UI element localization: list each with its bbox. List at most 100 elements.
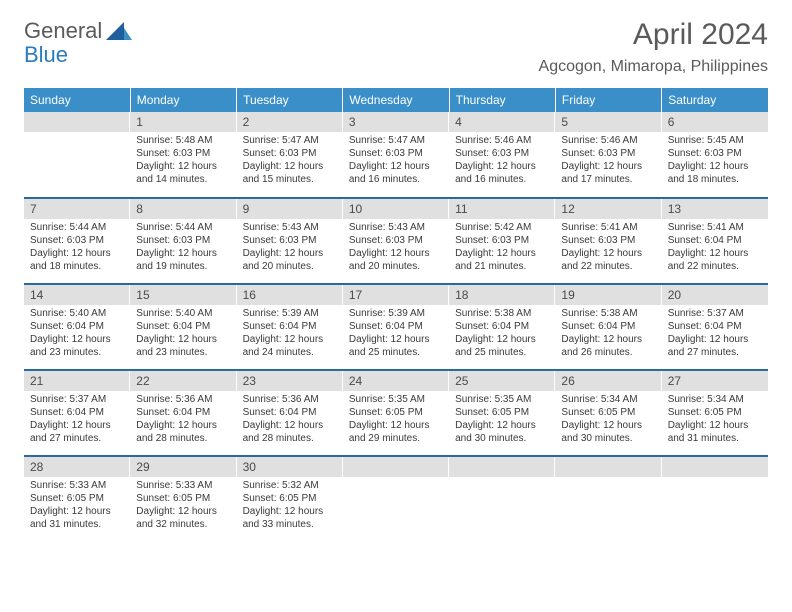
day-number: 3 bbox=[343, 112, 449, 132]
calendar-week-row: 28Sunrise: 5:33 AMSunset: 6:05 PMDayligh… bbox=[24, 456, 768, 542]
day-number: 26 bbox=[555, 371, 661, 391]
calendar-day-cell: 2Sunrise: 5:47 AMSunset: 6:03 PMDaylight… bbox=[237, 112, 343, 198]
month-title: April 2024 bbox=[539, 18, 768, 52]
day-number: 6 bbox=[662, 112, 768, 132]
day-number: 18 bbox=[449, 285, 555, 305]
weekday-header: Monday bbox=[130, 88, 236, 112]
day-details: Sunrise: 5:42 AMSunset: 6:03 PMDaylight:… bbox=[449, 219, 555, 277]
calendar-week-row: 1Sunrise: 5:48 AMSunset: 6:03 PMDaylight… bbox=[24, 112, 768, 198]
calendar-week-row: 21Sunrise: 5:37 AMSunset: 6:04 PMDayligh… bbox=[24, 370, 768, 456]
logo-text-2: Blue bbox=[24, 42, 68, 68]
day-number: 21 bbox=[24, 371, 130, 391]
weekday-header: Thursday bbox=[449, 88, 555, 112]
day-number bbox=[343, 457, 449, 477]
calendar-day-cell: 4Sunrise: 5:46 AMSunset: 6:03 PMDaylight… bbox=[449, 112, 555, 198]
day-number: 14 bbox=[24, 285, 130, 305]
title-block: April 2024 Agcogon, Mimaropa, Philippine… bbox=[539, 18, 768, 76]
day-number: 5 bbox=[555, 112, 661, 132]
logo-text-1: General bbox=[24, 18, 102, 44]
calendar-table: SundayMondayTuesdayWednesdayThursdayFrid… bbox=[24, 88, 768, 542]
day-number: 25 bbox=[449, 371, 555, 391]
calendar-day-cell bbox=[24, 112, 130, 198]
calendar-day-cell: 14Sunrise: 5:40 AMSunset: 6:04 PMDayligh… bbox=[24, 284, 130, 370]
logo: General bbox=[24, 18, 132, 44]
day-number: 4 bbox=[449, 112, 555, 132]
day-details: Sunrise: 5:48 AMSunset: 6:03 PMDaylight:… bbox=[130, 132, 236, 190]
calendar-day-cell: 18Sunrise: 5:38 AMSunset: 6:04 PMDayligh… bbox=[449, 284, 555, 370]
location: Agcogon, Mimaropa, Philippines bbox=[539, 58, 768, 76]
calendar-day-cell: 23Sunrise: 5:36 AMSunset: 6:04 PMDayligh… bbox=[237, 370, 343, 456]
day-details: Sunrise: 5:36 AMSunset: 6:04 PMDaylight:… bbox=[130, 391, 236, 449]
day-number: 11 bbox=[449, 199, 555, 219]
calendar-day-cell: 21Sunrise: 5:37 AMSunset: 6:04 PMDayligh… bbox=[24, 370, 130, 456]
calendar-day-cell: 7Sunrise: 5:44 AMSunset: 6:03 PMDaylight… bbox=[24, 198, 130, 284]
day-details: Sunrise: 5:47 AMSunset: 6:03 PMDaylight:… bbox=[343, 132, 449, 190]
weekday-header: Sunday bbox=[24, 88, 130, 112]
day-details: Sunrise: 5:46 AMSunset: 6:03 PMDaylight:… bbox=[555, 132, 661, 190]
day-details: Sunrise: 5:43 AMSunset: 6:03 PMDaylight:… bbox=[237, 219, 343, 277]
calendar-day-cell: 12Sunrise: 5:41 AMSunset: 6:03 PMDayligh… bbox=[555, 198, 661, 284]
day-details: Sunrise: 5:46 AMSunset: 6:03 PMDaylight:… bbox=[449, 132, 555, 190]
calendar-week-row: 7Sunrise: 5:44 AMSunset: 6:03 PMDaylight… bbox=[24, 198, 768, 284]
day-number: 20 bbox=[662, 285, 768, 305]
day-number: 24 bbox=[343, 371, 449, 391]
calendar-day-cell: 5Sunrise: 5:46 AMSunset: 6:03 PMDaylight… bbox=[555, 112, 661, 198]
calendar-day-cell: 26Sunrise: 5:34 AMSunset: 6:05 PMDayligh… bbox=[555, 370, 661, 456]
day-details: Sunrise: 5:43 AMSunset: 6:03 PMDaylight:… bbox=[343, 219, 449, 277]
day-number: 19 bbox=[555, 285, 661, 305]
day-details: Sunrise: 5:40 AMSunset: 6:04 PMDaylight:… bbox=[24, 305, 130, 363]
day-details: Sunrise: 5:34 AMSunset: 6:05 PMDaylight:… bbox=[662, 391, 768, 449]
calendar-day-cell: 28Sunrise: 5:33 AMSunset: 6:05 PMDayligh… bbox=[24, 456, 130, 542]
calendar-day-cell: 24Sunrise: 5:35 AMSunset: 6:05 PMDayligh… bbox=[343, 370, 449, 456]
day-number: 27 bbox=[662, 371, 768, 391]
calendar-day-cell: 11Sunrise: 5:42 AMSunset: 6:03 PMDayligh… bbox=[449, 198, 555, 284]
day-number: 1 bbox=[130, 112, 236, 132]
day-details: Sunrise: 5:36 AMSunset: 6:04 PMDaylight:… bbox=[237, 391, 343, 449]
day-details: Sunrise: 5:40 AMSunset: 6:04 PMDaylight:… bbox=[130, 305, 236, 363]
weekday-header: Saturday bbox=[662, 88, 768, 112]
day-number: 30 bbox=[237, 457, 343, 477]
day-details: Sunrise: 5:32 AMSunset: 6:05 PMDaylight:… bbox=[237, 477, 343, 535]
calendar-week-row: 14Sunrise: 5:40 AMSunset: 6:04 PMDayligh… bbox=[24, 284, 768, 370]
weekday-header: Friday bbox=[555, 88, 661, 112]
day-number: 22 bbox=[130, 371, 236, 391]
day-number: 10 bbox=[343, 199, 449, 219]
day-number: 13 bbox=[662, 199, 768, 219]
day-details: Sunrise: 5:34 AMSunset: 6:05 PMDaylight:… bbox=[555, 391, 661, 449]
calendar-day-cell: 16Sunrise: 5:39 AMSunset: 6:04 PMDayligh… bbox=[237, 284, 343, 370]
calendar-day-cell: 25Sunrise: 5:35 AMSunset: 6:05 PMDayligh… bbox=[449, 370, 555, 456]
calendar-day-cell: 17Sunrise: 5:39 AMSunset: 6:04 PMDayligh… bbox=[343, 284, 449, 370]
day-details: Sunrise: 5:41 AMSunset: 6:04 PMDaylight:… bbox=[662, 219, 768, 277]
day-number: 28 bbox=[24, 457, 130, 477]
day-number: 9 bbox=[237, 199, 343, 219]
day-number bbox=[24, 112, 130, 132]
day-number: 2 bbox=[237, 112, 343, 132]
calendar-day-cell: 22Sunrise: 5:36 AMSunset: 6:04 PMDayligh… bbox=[130, 370, 236, 456]
day-details: Sunrise: 5:37 AMSunset: 6:04 PMDaylight:… bbox=[662, 305, 768, 363]
calendar-day-cell: 13Sunrise: 5:41 AMSunset: 6:04 PMDayligh… bbox=[662, 198, 768, 284]
calendar-day-cell: 9Sunrise: 5:43 AMSunset: 6:03 PMDaylight… bbox=[237, 198, 343, 284]
day-number: 17 bbox=[343, 285, 449, 305]
day-number: 29 bbox=[130, 457, 236, 477]
day-number bbox=[555, 457, 661, 477]
day-details: Sunrise: 5:44 AMSunset: 6:03 PMDaylight:… bbox=[24, 219, 130, 277]
calendar-day-cell: 20Sunrise: 5:37 AMSunset: 6:04 PMDayligh… bbox=[662, 284, 768, 370]
calendar-day-cell: 30Sunrise: 5:32 AMSunset: 6:05 PMDayligh… bbox=[237, 456, 343, 542]
calendar-day-cell: 3Sunrise: 5:47 AMSunset: 6:03 PMDaylight… bbox=[343, 112, 449, 198]
day-number: 8 bbox=[130, 199, 236, 219]
day-number: 12 bbox=[555, 199, 661, 219]
calendar-day-cell: 29Sunrise: 5:33 AMSunset: 6:05 PMDayligh… bbox=[130, 456, 236, 542]
calendar-body: 1Sunrise: 5:48 AMSunset: 6:03 PMDaylight… bbox=[24, 112, 768, 542]
day-number: 16 bbox=[237, 285, 343, 305]
calendar-day-cell bbox=[343, 456, 449, 542]
header: General April 2024 Agcogon, Mimaropa, Ph… bbox=[24, 18, 768, 76]
logo-icon bbox=[106, 22, 132, 40]
day-details: Sunrise: 5:39 AMSunset: 6:04 PMDaylight:… bbox=[237, 305, 343, 363]
day-details: Sunrise: 5:44 AMSunset: 6:03 PMDaylight:… bbox=[130, 219, 236, 277]
day-details: Sunrise: 5:39 AMSunset: 6:04 PMDaylight:… bbox=[343, 305, 449, 363]
day-details: Sunrise: 5:38 AMSunset: 6:04 PMDaylight:… bbox=[555, 305, 661, 363]
day-number: 15 bbox=[130, 285, 236, 305]
calendar-day-cell: 15Sunrise: 5:40 AMSunset: 6:04 PMDayligh… bbox=[130, 284, 236, 370]
weekday-header-row: SundayMondayTuesdayWednesdayThursdayFrid… bbox=[24, 88, 768, 112]
calendar-day-cell: 1Sunrise: 5:48 AMSunset: 6:03 PMDaylight… bbox=[130, 112, 236, 198]
